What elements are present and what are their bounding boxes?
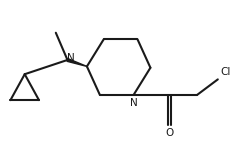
Text: N: N: [67, 53, 74, 63]
Text: N: N: [130, 98, 137, 108]
Text: Cl: Cl: [220, 67, 230, 77]
Polygon shape: [67, 59, 87, 66]
Text: O: O: [166, 128, 174, 138]
